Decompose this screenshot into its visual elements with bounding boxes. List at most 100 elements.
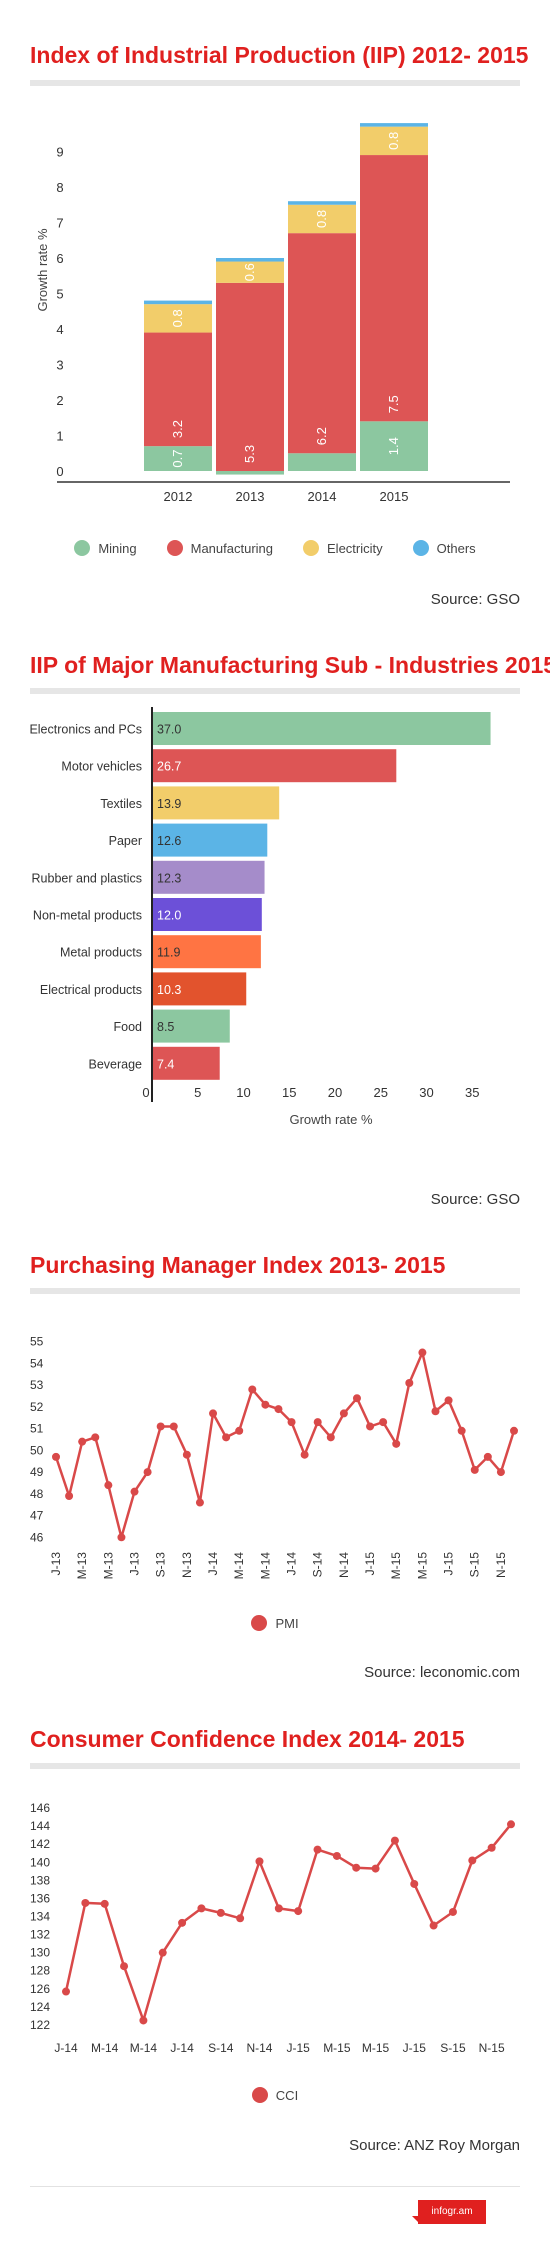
subind-category-label-rubber-and-plastics: Rubber and plastics: [32, 871, 142, 885]
pmi-point-33: [483, 1452, 492, 1461]
pmi-title: Purchasing Manager Index 2013- 2015: [30, 1252, 446, 1278]
iip-bar-electricity-2013: [216, 261, 284, 283]
pmi-point-15: [248, 1385, 257, 1394]
cci-x-tick-0: J-14: [54, 2041, 78, 2055]
cci-point-13: [313, 1845, 322, 1854]
pmi-point-19: [300, 1450, 309, 1459]
iip-bar-mining-2015: [360, 421, 428, 471]
iip-y-tick-2: 2: [56, 393, 63, 408]
iip-data-label-mining-2012: 0.7: [170, 450, 185, 468]
cci-point-15: [352, 1863, 361, 1872]
pmi-x-tick-6: J-14: [206, 1552, 220, 1576]
iip-y-tick-5: 5: [56, 287, 63, 302]
subind-category-label-beverage: Beverage: [88, 1057, 142, 1071]
iip-data-label-electricity-2012: 0.8: [170, 309, 185, 327]
pmi-point-20: [313, 1418, 322, 1427]
iip-bar-mining-2013: [216, 471, 284, 475]
subind-x-axis-label: Growth rate %: [289, 1112, 373, 1127]
subindustries-bar-chart: Electronics and PCs 37.0 Motor vehicles 26.…: [29, 707, 491, 1127]
pmi-point-26: [392, 1439, 401, 1448]
pmi-point-11: [195, 1498, 204, 1507]
cci-point-1: [81, 1898, 90, 1907]
legend-item-electricity[interactable]: Electricity: [303, 540, 383, 556]
cci-y-tick-10: 142: [30, 1837, 50, 1851]
legend-item-pmi[interactable]: PMI: [251, 1615, 299, 1631]
cci-x-tick-11: N-15: [479, 2041, 505, 2055]
cci-y-tick-2: 126: [30, 1982, 50, 1996]
pmi-x-tick-4: S-13: [154, 1552, 168, 1578]
cci-point-12: [294, 1907, 303, 1916]
cci-point-0: [62, 1987, 70, 1996]
cci-point-9: [236, 1914, 245, 1923]
legend-label-manufacturing: Manufacturing: [190, 540, 274, 556]
cci-y-tick-3: 128: [30, 1964, 50, 1978]
subind-x-tick-5: 25: [374, 1085, 388, 1100]
cci-x-tick-5: N-14: [246, 2041, 272, 2055]
subind-x-tick-2: 10: [236, 1085, 250, 1100]
subind-value-label-electronics-and-pcs: 37.0: [157, 723, 181, 737]
iip-y-tick-1: 1: [56, 429, 63, 444]
subind-bar-electrical-products: [152, 972, 247, 1006]
subind-value-label-rubber-and-plastics: 12.3: [157, 871, 181, 885]
legend-item-others[interactable]: Others: [412, 540, 476, 556]
subind-category-label-electrical-products: Electrical products: [40, 983, 142, 997]
pmi-y-tick-0: 46: [30, 1530, 44, 1544]
cci-y-tick-12: 146: [30, 1801, 50, 1815]
subind-x-tick-7: 35: [465, 1085, 479, 1100]
brand-tip: [412, 2216, 420, 2224]
iip-bar-manufacturing-2012: [144, 332, 212, 447]
iip-source: Source: GSO: [430, 591, 520, 608]
legend-item-manufacturing[interactable]: Manufacturing: [166, 540, 274, 556]
pmi-point-13: [222, 1433, 231, 1442]
pmi-y-tick-7: 53: [30, 1378, 44, 1392]
legend-item-mining[interactable]: Mining: [74, 540, 137, 556]
iip-y-tick-4: 4: [56, 322, 63, 337]
cci-x-tick-8: M-15: [362, 2041, 390, 2055]
brand-logo[interactable]: infogr.am: [418, 2200, 486, 2224]
pmi-x-tick-13: M-15: [389, 1552, 403, 1580]
legend-swatch-cci: [251, 2087, 268, 2103]
pmi-point-7: [143, 1468, 152, 1477]
legend-item-cci[interactable]: CCI: [251, 2087, 298, 2103]
iip-data-label-manufacturing-2014: 6.2: [314, 427, 329, 445]
legend-swatch-electricity: [303, 540, 320, 556]
iip-stacked-bar-chart: Growth rate % 0 1 2 3 4 5 6 7 8 9 0.7 3.2 0.8 2012 5.3 0…: [35, 123, 510, 504]
subind-category-label-motor-vehicles: Motor vehicles: [61, 760, 142, 774]
cci-source: Source: ANZ Roy Morgan: [349, 2137, 520, 2154]
cci-point-3: [120, 1962, 129, 1971]
iip-data-label-manufacturing-2015: 7.5: [386, 395, 401, 413]
pmi-point-6: [130, 1487, 139, 1496]
pmi-y-tick-9: 55: [30, 1335, 44, 1349]
cci-point-14: [332, 1851, 341, 1860]
pmi-point-4: [104, 1481, 113, 1490]
cci-point-7: [197, 1904, 206, 1913]
iip-bar-manufacturing-2014: [288, 233, 356, 454]
cci-x-tick-4: S-14: [208, 2041, 234, 2055]
pmi-legend: PMI: [0, 1615, 550, 1631]
pmi-point-32: [470, 1465, 479, 1474]
pmi-x-tick-9: J-14: [285, 1552, 299, 1576]
pmi-y-tick-1: 47: [30, 1509, 44, 1523]
subind-value-label-paper: 12.6: [157, 834, 181, 848]
pmi-point-9: [169, 1422, 178, 1431]
cci-point-22: [487, 1843, 496, 1852]
subind-source: Source: GSO: [430, 1191, 520, 1208]
subind-value-label-non-metal-products: 12.0: [157, 909, 181, 923]
pmi-point-17: [274, 1405, 283, 1414]
cci-point-2: [100, 1899, 109, 1908]
cci-point-8: [216, 1908, 225, 1917]
subind-bar-rubber-and-plastics: [152, 860, 265, 894]
subind-bar-paper: [152, 823, 268, 857]
cci-point-4: [139, 2016, 148, 2025]
iip-x-tick-2015: 2015: [380, 489, 409, 504]
pmi-x-tick-8: M-14: [258, 1552, 272, 1580]
subind-bar-textiles: [152, 786, 280, 820]
pmi-point-3: [91, 1433, 100, 1442]
cci-x-tick-7: M-15: [323, 2041, 351, 2055]
subind-bar-food: [152, 1009, 230, 1043]
cci-y-tick-11: 144: [30, 1819, 50, 1833]
cci-point-17: [390, 1836, 399, 1845]
iip-data-label-electricity-2014: 0.8: [314, 210, 329, 228]
subind-bar-motor-vehicles: [152, 749, 397, 783]
cci-y-tick-7: 136: [30, 1891, 50, 1905]
